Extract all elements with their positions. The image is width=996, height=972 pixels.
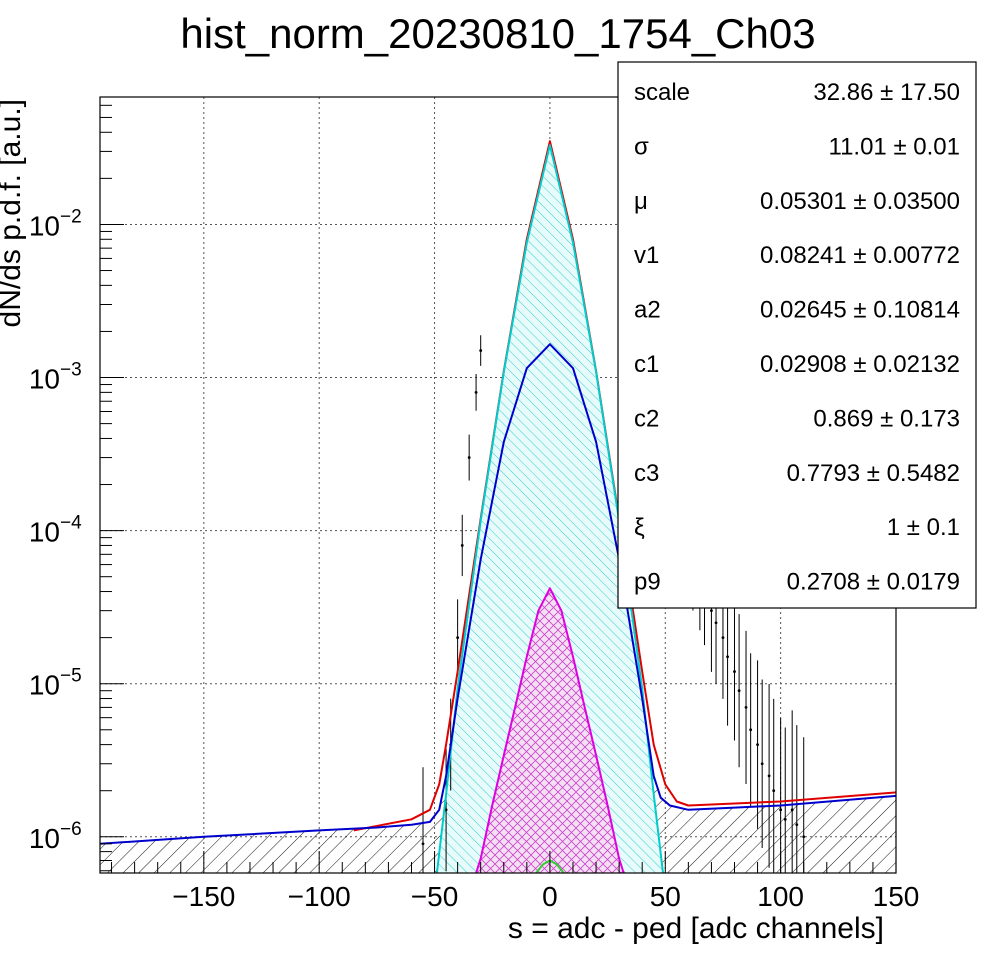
data-point [749, 728, 753, 732]
data-point [460, 544, 464, 547]
data-point [737, 689, 741, 693]
data-point [802, 835, 806, 839]
data-point [772, 789, 776, 793]
stats-param-name: σ [634, 133, 649, 160]
data-point [733, 670, 736, 673]
data-point [421, 842, 425, 846]
y-tick-labels: 10−610−510−410−310−2 [29, 206, 82, 853]
y-tick-label: 10 [29, 517, 60, 548]
stats-param-name: μ [634, 188, 648, 215]
y-tick-label: 10 [29, 210, 60, 241]
series-fill-3 [476, 588, 624, 873]
data-point [444, 808, 448, 812]
y-tick-exponent: −4 [60, 513, 82, 534]
y-tick-exponent: −3 [60, 360, 82, 381]
x-axis-label: s = adc - ped [adc channels] [508, 912, 884, 945]
data-point [795, 823, 799, 827]
y-tick-exponent: −6 [60, 819, 82, 840]
y-tick-label: 10 [29, 670, 60, 701]
stats-param-name: v1 [634, 242, 659, 269]
data-point [479, 349, 483, 352]
stats-param-name: c2 [634, 405, 659, 432]
x-tick-label: 150 [873, 881, 920, 912]
data-point [790, 808, 794, 812]
data-point [760, 762, 764, 766]
stats-param-name: c3 [634, 460, 659, 487]
stats-param-value: 0.869 ± 0.173 [813, 405, 960, 432]
data-point [456, 636, 460, 640]
stats-param-value: 0.08241 ± 0.00772 [760, 242, 960, 269]
stats-param-value: 0.02908 ± 0.02132 [760, 351, 960, 378]
axis-ticks [100, 104, 897, 873]
data-point [467, 456, 471, 459]
stats-param-value: 0.05301 ± 0.03500 [760, 188, 960, 215]
x-tick-label: 100 [757, 881, 804, 912]
stats-param-name: c1 [634, 351, 659, 378]
series-fill-2 [436, 145, 663, 873]
data-point [779, 808, 783, 812]
data-point [744, 706, 748, 709]
data-point [756, 743, 759, 747]
y-tick-label: 10 [29, 364, 60, 395]
stats-param-name: p9 [634, 569, 661, 596]
data-point [714, 621, 718, 625]
series-line-1 [100, 343, 896, 845]
data-point [767, 774, 771, 778]
data-point [783, 817, 787, 821]
x-tick-label: −50 [411, 881, 459, 912]
x-tick-label: 0 [542, 881, 558, 912]
x-tick-label: 50 [650, 881, 681, 912]
stats-param-value: 11.01 ± 0.01 [829, 133, 961, 160]
y-tick-exponent: −5 [60, 666, 82, 687]
y-tick-label: 10 [29, 823, 60, 854]
fit-curves [100, 140, 896, 873]
x-tick-label: −100 [288, 881, 351, 912]
data-point [710, 609, 713, 613]
data-point [474, 390, 478, 394]
stats-param-value: 1 ± 0.1 [887, 514, 960, 541]
stats-param-name: ξ [634, 514, 645, 541]
stats-param-name: a2 [634, 297, 661, 324]
y-axis-label: dN/ds p.d.f. [a.u.] [0, 99, 27, 327]
stats-box-frame [617, 61, 977, 609]
x-tick-labels: −150 −100 −50 0 50 100 150 [172, 881, 919, 912]
stats-param-value: 32.86 ± 17.50 [813, 79, 960, 106]
chart-title: hist_norm_20230810_1754_Ch03 [180, 10, 815, 57]
stats-param-name: scale [634, 79, 690, 106]
series-line-2 [435, 144, 664, 873]
data-point [726, 655, 729, 659]
stats-param-value: 0.02645 ± 0.10814 [760, 297, 960, 324]
stats-param-value: 0.7793 ± 0.5482 [787, 460, 960, 487]
component-fills [100, 145, 896, 873]
y-tick-exponent: −2 [60, 206, 82, 227]
series-line-3 [475, 587, 625, 873]
data-point [721, 636, 725, 640]
stats-box: scale 32.86 ± 17.50 σ 11.01 ± 0.01 μ 0.05301 … [617, 61, 977, 609]
stats-param-value: 0.2708 ± 0.0179 [787, 569, 960, 596]
x-tick-label: −150 [172, 881, 235, 912]
